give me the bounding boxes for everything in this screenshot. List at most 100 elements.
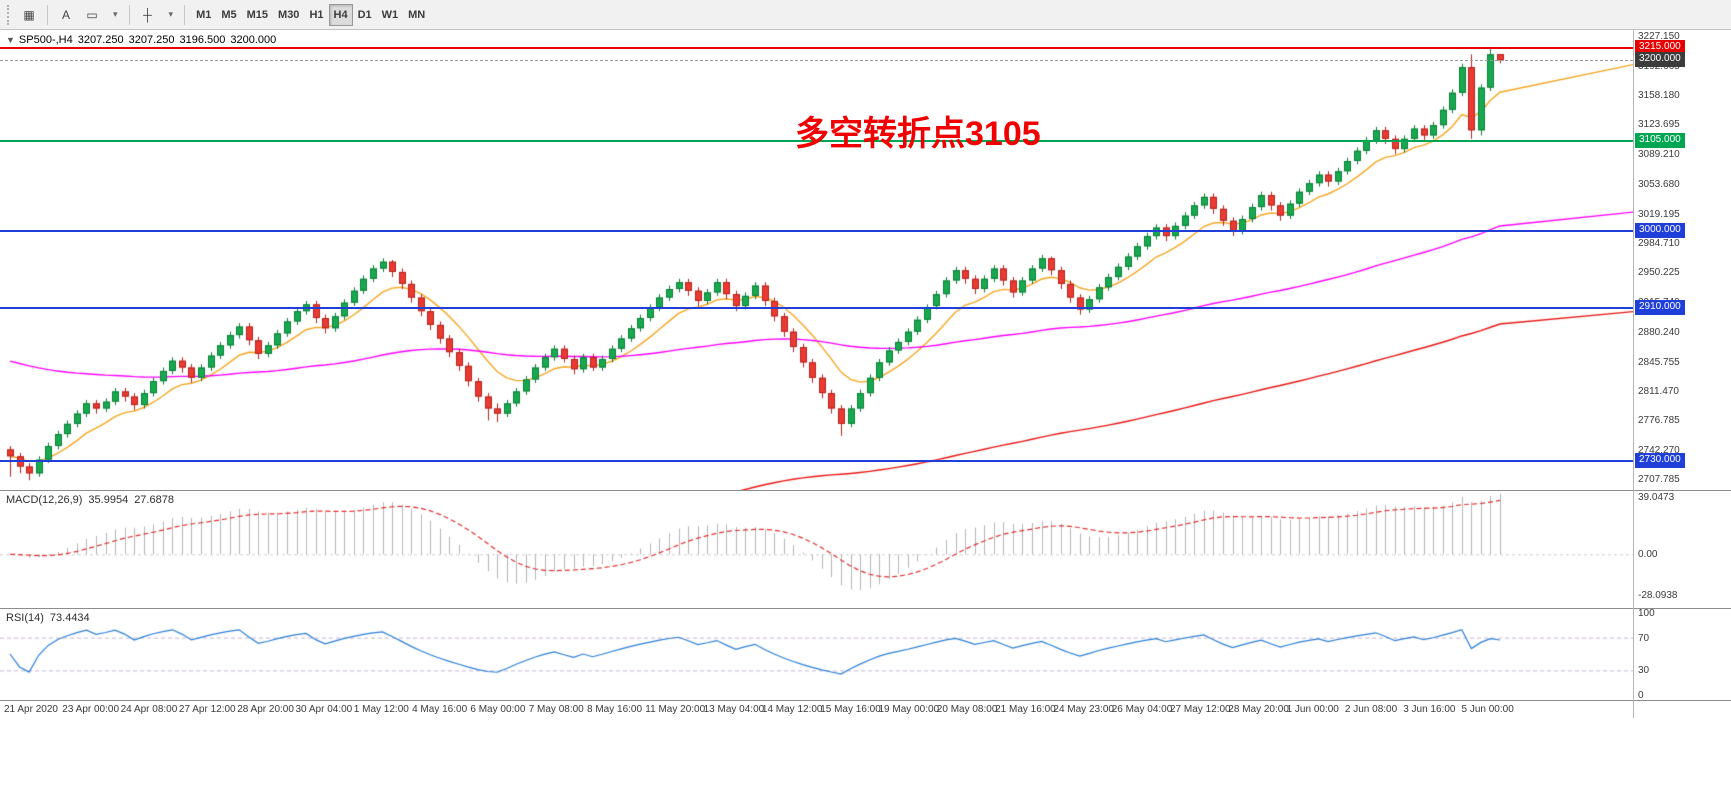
rsi-axis-tick: 100 bbox=[1638, 608, 1655, 619]
tool-button-group: ▦ A ▭ ▾ ┼ ▾ bbox=[17, 4, 178, 26]
date-label: 23 Apr 00:00 bbox=[62, 704, 120, 715]
timeframe-button-w1[interactable]: W1 bbox=[381, 8, 399, 21]
level-badge-2730.000: 2730.000 bbox=[1635, 453, 1685, 469]
price-axis-separator bbox=[1633, 30, 1634, 718]
main-chart-canvas[interactable] bbox=[0, 30, 1633, 490]
level-badge-3000.000: 3000.000 bbox=[1635, 222, 1685, 238]
current-price-line bbox=[0, 60, 1633, 62]
price-axis-tick: 3053.680 bbox=[1638, 179, 1680, 191]
price-axis-tick: 2880.240 bbox=[1638, 327, 1680, 339]
crosshair-dropdown[interactable]: ▾ bbox=[162, 4, 179, 26]
date-label: 20 May 08:00 bbox=[936, 704, 998, 715]
charts-button-icon: ▦ bbox=[23, 7, 35, 22]
price-axis-tick: 2845.755 bbox=[1638, 356, 1680, 368]
macd-name-label: MACD(12,26,9) bbox=[6, 494, 83, 506]
date-label: 1 Jun 00:00 bbox=[1286, 704, 1339, 715]
text-tool-button-icon: A bbox=[61, 7, 70, 22]
chart-collapse-icon[interactable]: ▼ bbox=[6, 35, 15, 45]
level-line-3215.000[interactable] bbox=[0, 46, 1633, 49]
price-axis-tick: 3227.150 bbox=[1638, 31, 1680, 43]
date-label: 11 May 20:00 bbox=[645, 704, 706, 715]
date-label: 1 May 12:00 bbox=[353, 704, 409, 715]
level-badge-3105.000: 3105.000 bbox=[1635, 133, 1685, 149]
macd-main-value: 35.9954 bbox=[88, 494, 129, 506]
timeframe-button-m15[interactable]: M15 bbox=[246, 8, 269, 21]
macd-canvas[interactable] bbox=[0, 491, 1633, 608]
rsi-value: 73.4434 bbox=[49, 612, 90, 624]
timeframe-button-group: M1 M5 M15 M30 H1 H4 D1 W1 MN bbox=[191, 3, 430, 26]
bottom-filler bbox=[0, 718, 1731, 797]
timeframe-button-h4[interactable]: H4 bbox=[328, 3, 353, 26]
open-value: 3207.250 bbox=[77, 34, 124, 46]
date-label: 3 Jun 16:00 bbox=[1403, 704, 1456, 715]
timeframe-button-m5[interactable]: M5 bbox=[221, 8, 237, 21]
price-axis-tick: 2950.225 bbox=[1638, 267, 1680, 279]
date-label: 24 Apr 08:00 bbox=[120, 704, 178, 715]
high-value: 3207.250 bbox=[128, 34, 175, 46]
rsi-label-line: RSI(14) 73.4434 bbox=[6, 612, 96, 624]
label-tool-button-icon: ▭ bbox=[86, 7, 98, 22]
date-label: 2 Jun 08:00 bbox=[1344, 704, 1398, 715]
date-label: 15 May 16:00 bbox=[820, 704, 881, 715]
date-label: 30 Apr 04:00 bbox=[295, 704, 353, 715]
level-line-3000.000[interactable] bbox=[0, 229, 1633, 232]
toolbar-separator bbox=[128, 4, 130, 25]
toolbar-separator bbox=[47, 4, 48, 25]
level-line-2730.000[interactable] bbox=[0, 460, 1633, 463]
price-axis-tick: 2776.785 bbox=[1638, 415, 1680, 427]
crosshair-tool-button[interactable]: ┼ bbox=[136, 4, 160, 26]
tools-dropdown[interactable]: ▾ bbox=[106, 4, 123, 26]
date-label: 7 May 08:00 bbox=[528, 704, 584, 715]
time-axis[interactable]: 21 Apr 2020 23 Apr 00:00 24 Apr 08:00 27 Ap… bbox=[0, 700, 1731, 718]
macd-pane: MACD(12,26,9) 35.9954 27.6878 39.0473 0.00 -… bbox=[0, 490, 1731, 608]
toolbar-grip[interactable] bbox=[7, 4, 12, 25]
date-label: 5 Jun 00:00 bbox=[1461, 704, 1514, 715]
date-label: 6 May 00:00 bbox=[470, 704, 526, 715]
date-label: 21 Apr 2020 bbox=[4, 704, 58, 715]
date-label: 13 May 04:00 bbox=[703, 704, 765, 715]
rsi-canvas[interactable] bbox=[0, 609, 1633, 700]
crosshair-tool-button-icon: ┼ bbox=[143, 7, 152, 22]
rsi-axis-tick: 30 bbox=[1638, 665, 1650, 677]
price-axis-tick: 2707.785 bbox=[1638, 474, 1680, 486]
price-axis-tick: 3019.195 bbox=[1638, 208, 1680, 220]
tools-dropdown-icon: ▾ bbox=[113, 9, 118, 19]
date-label: 14 May 12:00 bbox=[761, 704, 823, 715]
level-line-2910.000[interactable] bbox=[0, 306, 1633, 309]
timeframe-button-m30[interactable]: M30 bbox=[278, 8, 300, 21]
date-label: 8 May 16:00 bbox=[587, 704, 643, 715]
level-line-3105.000[interactable] bbox=[0, 140, 1633, 143]
close-value: 3200.000 bbox=[230, 34, 277, 46]
price-axis-tick: 2984.710 bbox=[1638, 238, 1680, 250]
macd-axis-tick: 39.0473 bbox=[1638, 492, 1675, 504]
timeframe-button-h1[interactable]: H1 bbox=[309, 8, 324, 21]
price-axis-tick: 3123.695 bbox=[1638, 119, 1680, 131]
macd-label-line: MACD(12,26,9) 35.9954 27.6878 bbox=[6, 494, 180, 506]
charts-button[interactable]: ▦ bbox=[17, 4, 41, 26]
text-tool-button[interactable]: A bbox=[54, 4, 78, 26]
timeframe-button-d1[interactable]: D1 bbox=[357, 8, 372, 21]
price-axis-tick: 3158.180 bbox=[1638, 89, 1680, 101]
date-label: 19 May 00:00 bbox=[878, 704, 940, 715]
toolbar: ▦ A ▭ ▾ ┼ ▾ M1 M5 M15 M30 H1 H4 D1 W1 MN bbox=[0, 0, 1731, 30]
date-label: 27 Apr 12:00 bbox=[178, 704, 236, 715]
rsi-pane: RSI(14) 73.4434 100 70 30 0 bbox=[0, 608, 1731, 700]
macd-axis-tick: -28.0938 bbox=[1638, 590, 1678, 602]
date-label: 24 May 23:00 bbox=[1053, 704, 1114, 715]
label-tool-button[interactable]: ▭ bbox=[80, 4, 104, 26]
chart-text-annotation[interactable]: 多空转折点3105 bbox=[795, 115, 1041, 153]
current-price-badge: 3200.000 bbox=[1635, 52, 1685, 68]
level-badge-2910.000: 2910.000 bbox=[1635, 299, 1685, 315]
timeframe-button-mn[interactable]: MN bbox=[408, 8, 426, 21]
price-axis-tick: 2742.270 bbox=[1638, 444, 1680, 456]
date-label: 27 May 12:00 bbox=[1170, 704, 1231, 715]
crosshair-dropdown-icon: ▾ bbox=[168, 9, 174, 19]
symbol-period-label: SP500-,H4 bbox=[18, 34, 73, 46]
main-chart-pane: ▼ SP500-,H4 3207.250 3207.250 3196.500 3200.0… bbox=[0, 30, 1731, 490]
rsi-axis-tick: 70 bbox=[1638, 632, 1650, 644]
timeframe-button-m1[interactable]: M1 bbox=[196, 8, 212, 21]
date-label: 21 May 16:00 bbox=[995, 704, 1056, 715]
price-axis-tick: 3089.210 bbox=[1638, 148, 1680, 160]
date-label: 26 May 04:00 bbox=[1111, 704, 1173, 715]
date-label: 28 Apr 20:00 bbox=[237, 704, 294, 715]
